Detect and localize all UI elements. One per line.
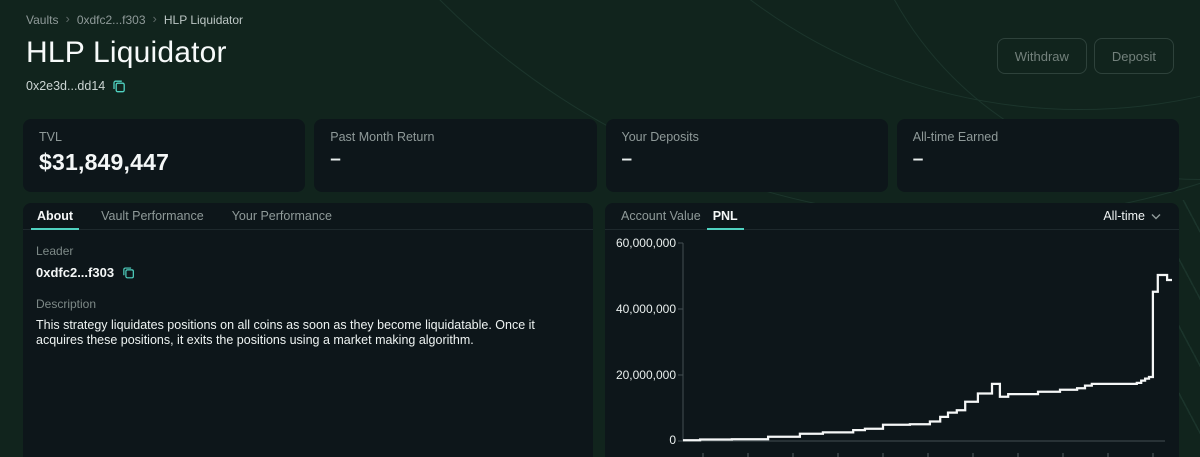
breadcrumb-vault-address[interactable]: 0xdfc2...f303 — [76, 12, 146, 27]
description-text: This strategy liquidates positions on al… — [36, 318, 535, 347]
stat-card-your-deposits: Your Deposits – — [605, 119, 888, 192]
stat-card-past-month-return: Past Month Return – — [314, 119, 597, 192]
decor-diagonal-stripes — [1178, 200, 1200, 457]
about-tabbar: About Vault Performance Your Performance — [23, 203, 593, 230]
leader-label: Leader — [36, 244, 74, 258]
stat-card-all-time-earned: All-time Earned – — [896, 119, 1179, 192]
breadcrumb-vaults[interactable]: Vaults — [26, 12, 59, 27]
stat-value: – — [912, 149, 924, 170]
leader-address[interactable]: 0xdfc2...f303 — [36, 265, 115, 280]
stats-row: TVL $31,849,447 Past Month Return – Your… — [23, 119, 1179, 192]
tab-about[interactable]: About — [31, 203, 80, 230]
stat-value: – — [621, 149, 633, 170]
chevron-down-icon — [1151, 213, 1161, 219]
stat-value: – — [330, 149, 342, 170]
about-panel: About Vault Performance Your Performance… — [23, 203, 593, 457]
y-axis-tick-label: 0 — [669, 433, 676, 447]
stat-label: Your Deposits — [621, 130, 699, 144]
copy-leader-address-icon[interactable] — [122, 266, 135, 279]
copy-address-icon[interactable] — [112, 79, 126, 93]
page-title: HLP Liquidator — [26, 36, 227, 69]
chart-panel: Account Value PNL All-time 60,000,000 40… — [605, 203, 1179, 457]
withdraw-button[interactable]: Withdraw — [996, 38, 1087, 74]
description-label: Description — [36, 297, 97, 311]
header-actions: Withdraw Deposit — [996, 38, 1174, 74]
time-range-dropdown[interactable]: All-time — [1095, 203, 1169, 229]
stat-label: All-time Earned — [912, 130, 999, 144]
tab-your-performance[interactable]: Your Performance — [231, 209, 333, 223]
time-range-value: All-time — [1103, 209, 1145, 223]
tab-pnl[interactable]: PNL — [706, 203, 744, 230]
tab-vault-performance[interactable]: Vault Performance — [101, 209, 204, 223]
deposit-button[interactable]: Deposit — [1093, 38, 1174, 74]
chart-tabbar: Account Value PNL All-time — [605, 203, 1179, 230]
pnl-chart-svg[interactable] — [675, 239, 1176, 457]
stat-label: Past Month Return — [330, 130, 435, 144]
breadcrumb: Vaults › 0xdfc2...f303 › HLP Liquidator — [26, 11, 244, 27]
y-axis-tick-label: 40,000,000 — [615, 302, 676, 316]
stat-value: $31,849,447 — [39, 149, 170, 175]
tab-account-value[interactable]: Account Value — [621, 209, 701, 223]
breadcrumb-current: HLP Liquidator — [163, 12, 244, 27]
stat-label: TVL — [39, 130, 62, 144]
x-axis-ticks — [702, 453, 1154, 457]
breadcrumb-separator-icon: › — [65, 11, 70, 26]
y-axis-ticks — [678, 242, 683, 442]
user-address: 0x2e3d...dd14 — [26, 79, 106, 93]
page-header: Vaults › 0xdfc2...f303 › HLP Liquidator … — [26, 11, 244, 93]
y-axis-tick-label: 60,000,000 — [615, 236, 676, 250]
pnl-line — [683, 273, 1172, 442]
stat-card-tvl: TVL $31,849,447 — [23, 119, 306, 192]
breadcrumb-separator-icon: › — [152, 11, 157, 26]
y-axis-tick-label: 20,000,000 — [615, 368, 676, 382]
